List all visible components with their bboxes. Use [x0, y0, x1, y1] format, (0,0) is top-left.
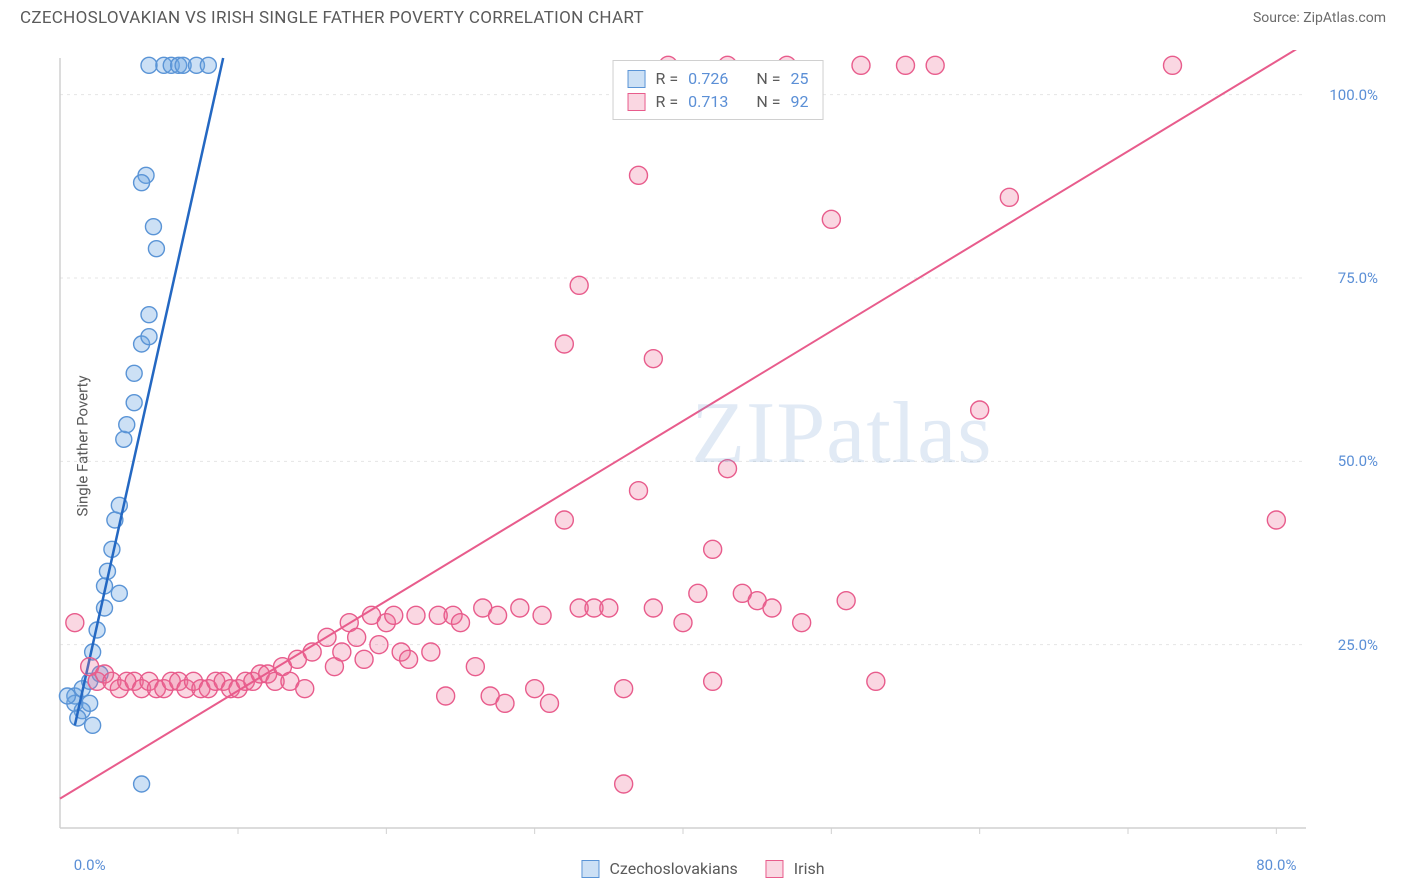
swatch-irish-icon — [766, 860, 784, 878]
scatter-chart — [50, 50, 1386, 842]
legend-item-irish: Irish — [766, 859, 825, 878]
legend-correlation-box: R = 0.726 N = 25 R = 0.713 N = 92 — [613, 60, 824, 120]
chart-container: R = 0.726 N = 25 R = 0.713 N = 92 ZIPatl… — [50, 50, 1386, 842]
x-tick-label: 0.0% — [74, 856, 106, 874]
swatch-irish — [628, 93, 646, 111]
y-tick-label: 75.0% — [1338, 269, 1378, 287]
swatch-czech — [628, 70, 646, 88]
y-tick-label: 25.0% — [1338, 636, 1378, 654]
legend-item-czech: Czechoslovakians — [581, 859, 737, 878]
y-tick-label: 100.0% — [1329, 86, 1378, 104]
y-tick-label: 50.0% — [1338, 452, 1378, 470]
source-label: Source: ZipAtlas.com — [1253, 10, 1386, 26]
legend-label-irish: Irish — [794, 859, 825, 878]
swatch-czech-icon — [581, 860, 599, 878]
legend-row-czech: R = 0.726 N = 25 — [628, 67, 809, 90]
legend-series: Czechoslovakians Irish — [581, 859, 824, 878]
legend-label-czech: Czechoslovakians — [609, 859, 737, 878]
chart-title: CZECHOSLOVAKIAN VS IRISH SINGLE FATHER P… — [20, 8, 644, 28]
legend-row-irish: R = 0.713 N = 92 — [628, 90, 809, 113]
header: CZECHOSLOVAKIAN VS IRISH SINGLE FATHER P… — [0, 0, 1406, 32]
x-tick-label: 80.0% — [1256, 856, 1296, 874]
